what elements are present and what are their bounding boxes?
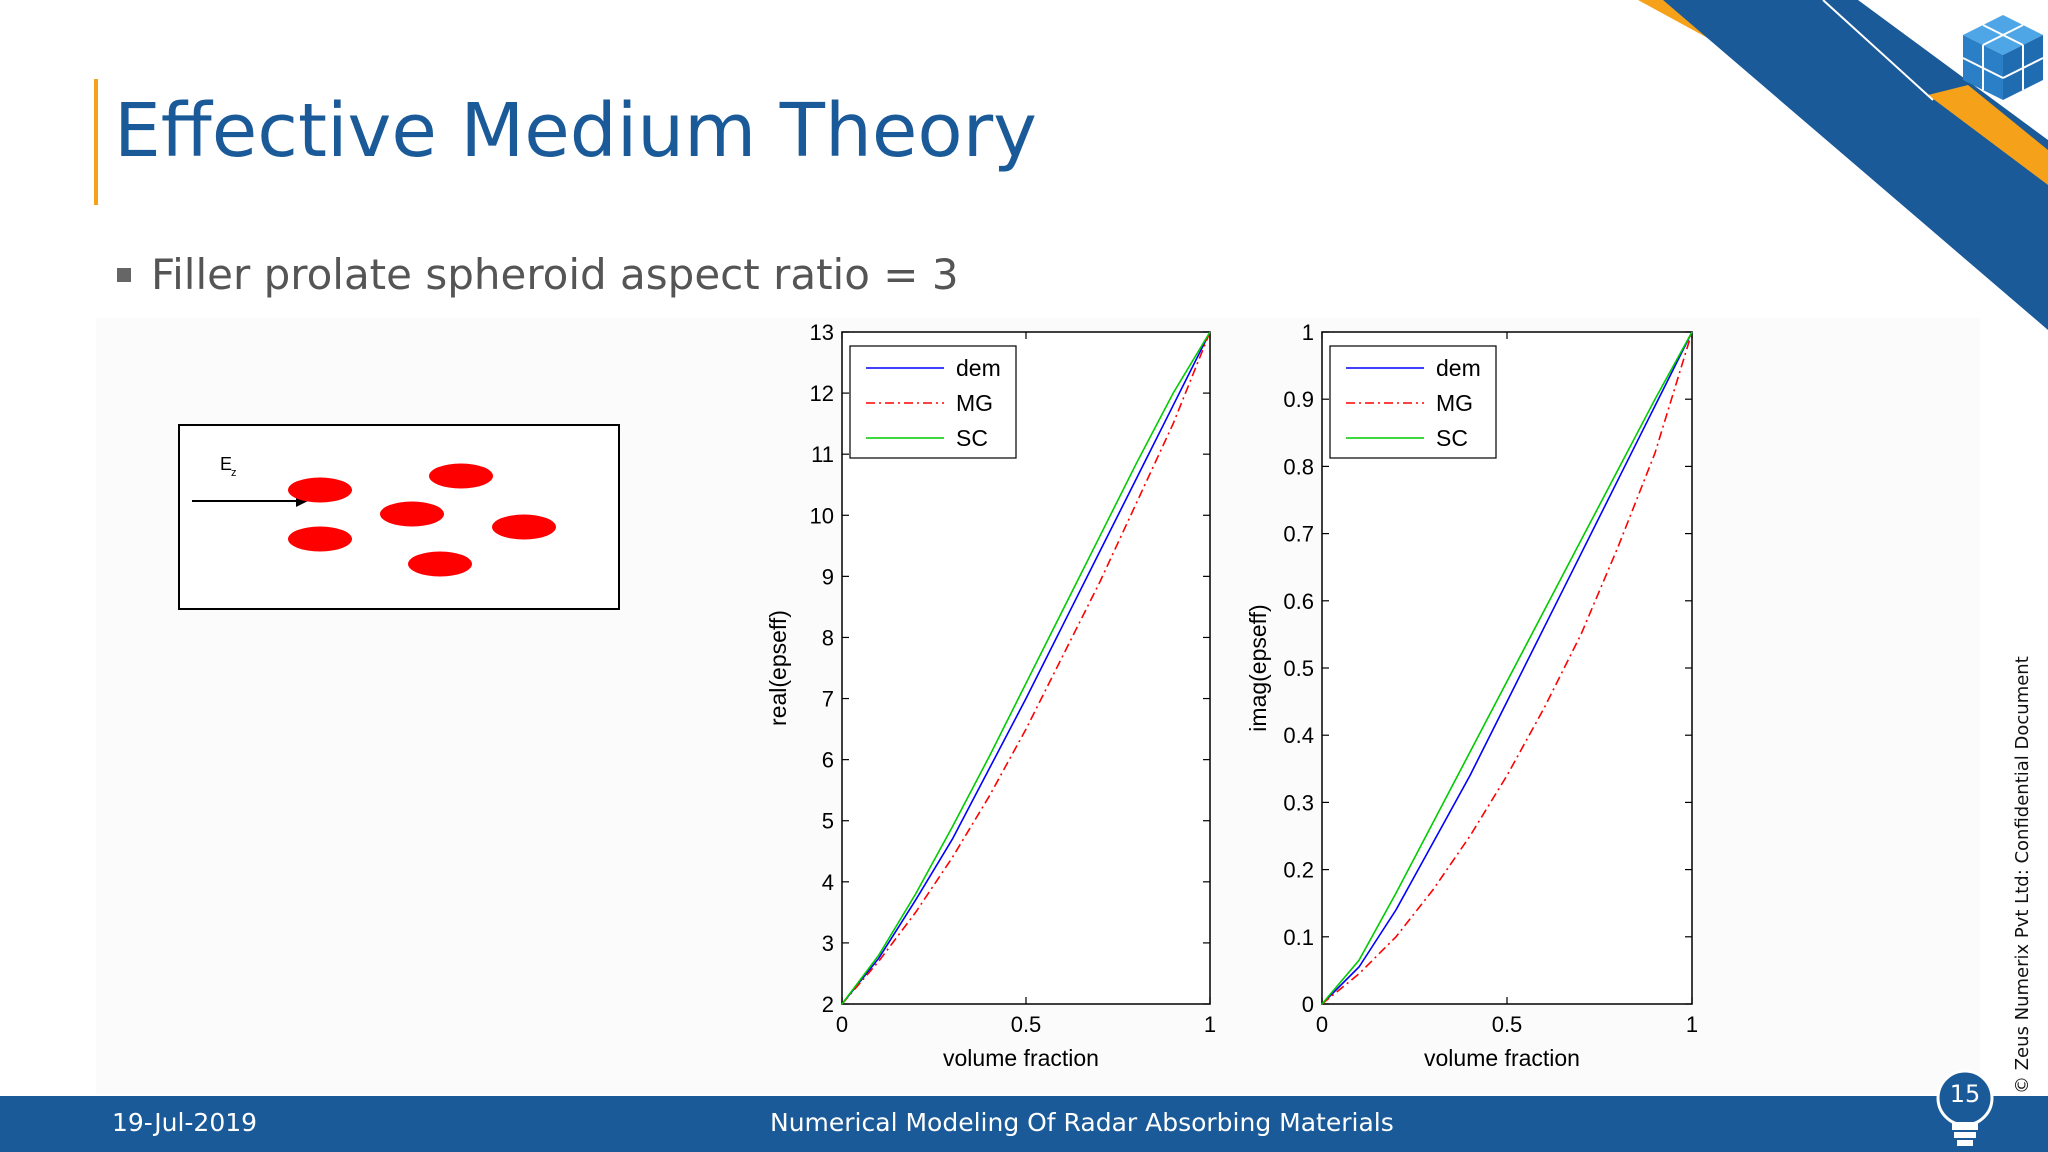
field-label: E — [220, 454, 232, 474]
legend-label-mg: MG — [956, 390, 993, 416]
y-tick-label: 0.7 — [1283, 522, 1314, 547]
particle-diagram: E z — [178, 424, 620, 610]
series-line-mg — [1321, 331, 1693, 1005]
chart-imag-epseff: 0 0.1 0.2 0.3 0.4 0.5 0.6 0.7 0.8 0.9 1 0 0.5 1 volume… — [1245, 320, 1698, 1071]
page-number: 15 — [1949, 1080, 1981, 1108]
y-tick-label: 13 — [810, 320, 834, 345]
x-tick-label: 1 — [1686, 1012, 1698, 1037]
x-tick-label: 0.5 — [1011, 1012, 1042, 1037]
y-tick-label: 10 — [810, 503, 834, 528]
particle — [288, 477, 352, 503]
field-label-subscript: z — [231, 467, 237, 479]
y-tick-label: 0.6 — [1283, 589, 1314, 614]
confidential-notice: © Zeus Numerix Pvt Ltd: Confidential Doc… — [2012, 656, 2033, 1094]
particle — [429, 463, 493, 489]
x-tick-label: 0.5 — [1492, 1012, 1523, 1037]
particle — [408, 551, 472, 577]
bullet-marker — [117, 268, 131, 282]
legend-box — [849, 345, 1017, 459]
y-tick-label: 11 — [811, 442, 834, 467]
x-axis-label: volume fraction — [943, 1045, 1099, 1071]
legend-label-sc: SC — [1436, 425, 1468, 451]
series-line-sc — [841, 331, 1211, 1005]
y-tick-label: 3 — [822, 931, 834, 956]
y-tick-label: 8 — [822, 625, 834, 650]
series-line-mg — [841, 331, 1211, 1005]
cube-logo-icon — [1962, 15, 2044, 100]
legend-label-dem: dem — [1436, 355, 1481, 381]
x-tick-label: 1 — [1204, 1012, 1216, 1037]
x-axis-label: volume fraction — [1424, 1045, 1580, 1071]
footer-title: Numerical Modeling Of Radar Absorbing Ma… — [770, 1108, 1394, 1137]
footer-bar: 19-Jul-2019 Numerical Modeling Of Radar … — [0, 1096, 2048, 1152]
series-line-dem — [841, 331, 1211, 1005]
legend-label-dem: dem — [956, 355, 1001, 381]
series-line-sc — [1321, 331, 1693, 1005]
y-tick-label: 6 — [822, 748, 834, 773]
slide-title: Effective Medium Theory — [114, 88, 1037, 174]
y-tick-label: 0.2 — [1283, 858, 1314, 883]
footer-date: 19-Jul-2019 — [112, 1108, 258, 1137]
y-axis-label: imag(epseff) — [1245, 604, 1271, 731]
title-accent-bar — [94, 79, 98, 205]
legend-label-sc: SC — [956, 425, 988, 451]
y-tick-label: 1 — [1302, 320, 1314, 345]
y-tick-label: 7 — [822, 687, 834, 712]
y-tick-label: 4 — [822, 870, 834, 895]
bullet-text: Filler prolate spheroid aspect ratio = 3 — [151, 250, 959, 299]
y-tick-label: 0.8 — [1283, 454, 1314, 479]
y-tick-label: 9 — [822, 564, 834, 589]
y-tick-label: 0.3 — [1283, 790, 1314, 815]
y-tick-label: 2 — [822, 992, 834, 1017]
particle — [288, 526, 352, 552]
series-line-dem — [1321, 331, 1693, 1005]
y-tick-label: 12 — [810, 381, 834, 406]
y-tick-label: 0.9 — [1283, 387, 1314, 412]
y-tick-label: 5 — [822, 809, 834, 834]
legend-box — [1329, 345, 1497, 459]
legend-label-mg: MG — [1436, 390, 1473, 416]
particle — [492, 514, 556, 540]
x-tick-label: 0 — [1316, 1012, 1328, 1037]
y-tick-label: 0.5 — [1283, 656, 1314, 681]
particle — [380, 501, 444, 527]
y-axis-label: real(epseff) — [765, 610, 791, 726]
corner-decoration — [1638, 0, 2048, 330]
y-tick-label: 0 — [1302, 992, 1314, 1017]
y-tick-label: 0.1 — [1283, 925, 1314, 950]
chart-real-epseff: 2 3 4 5 6 7 8 9 10 11 12 13 0 0.5 1 volume fraction real… — [765, 320, 1216, 1071]
y-tick-label: 0.4 — [1283, 723, 1314, 748]
lightbulb-icon — [1936, 1069, 1994, 1146]
x-tick-label: 0 — [836, 1012, 848, 1037]
